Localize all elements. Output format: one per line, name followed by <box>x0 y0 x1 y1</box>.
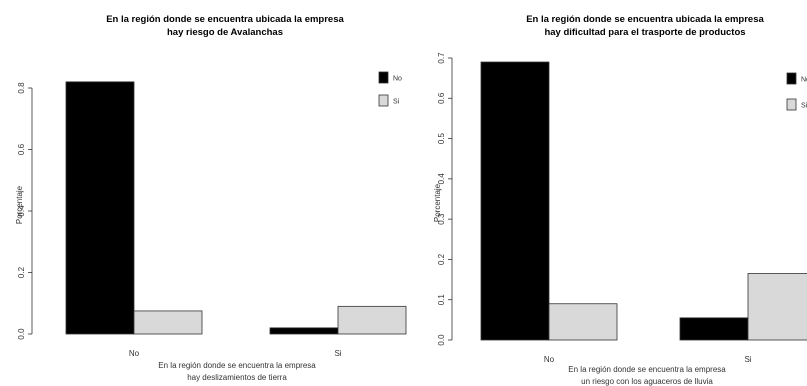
y-tick-label: 0.4 <box>17 205 26 217</box>
chart-1-ylabel: Porcentaje <box>15 185 24 224</box>
chart-1-subtitle: hay riesgo de Avalanchas <box>167 27 283 38</box>
bar-si-no <box>269 327 339 335</box>
x-tick-label: No <box>129 349 140 358</box>
bar-si-no <box>679 317 749 341</box>
y-tick-label: 0.0 <box>437 334 446 346</box>
legend-swatch <box>378 71 389 84</box>
bar-no-si <box>133 310 203 335</box>
chart-1: En la región donde se encuentra ubicada … <box>15 14 407 382</box>
bar-no-no <box>65 81 135 335</box>
bar-no-si <box>548 303 618 341</box>
legend-label: Si <box>801 103 807 110</box>
chart-1-xlabel: En la región donde se encuentra la empre… <box>158 361 316 370</box>
bar-si-si <box>747 273 807 341</box>
legend-swatch <box>786 98 797 111</box>
y-tick-label: 0.6 <box>437 92 446 104</box>
chart-2-ylabel: Porcentaje <box>433 183 442 222</box>
y-tick-label: 0.6 <box>17 143 26 155</box>
chart-1-title: En la región donde se encuentra ubicada … <box>106 14 344 25</box>
x-tick-label: No <box>544 355 555 364</box>
x-tick-label: Si <box>334 349 341 358</box>
chart-2: En la región donde se encuentra ubicada … <box>433 14 807 386</box>
y-tick-label: 0.7 <box>437 52 446 64</box>
y-tick-label: 0.5 <box>437 132 446 144</box>
chart-2-xlabel-2: un riesgo con los aguaceros de lluvia <box>581 377 713 386</box>
legend-label: No <box>393 76 402 83</box>
chart-2-subtitle: hay dificultad para el trasporte de prod… <box>544 27 745 38</box>
y-tick-label: 0.2 <box>437 253 446 265</box>
y-tick-label: 0.4 <box>437 173 446 185</box>
legend-label: Si <box>393 99 400 106</box>
legend-label: No <box>801 77 807 84</box>
chart-1-xlabel-2: hay deslizamientos de tierra <box>187 373 287 382</box>
y-tick-label: 0.3 <box>437 213 446 225</box>
y-tick-label: 0.8 <box>17 82 26 94</box>
y-tick-label: 0.2 <box>17 266 26 278</box>
legend-swatch <box>786 72 797 85</box>
y-tick-label: 0.1 <box>437 294 446 306</box>
bar-si-si <box>337 305 407 335</box>
legend-swatch <box>378 94 389 107</box>
x-tick-label: Si <box>744 355 751 364</box>
bar-no-no <box>480 61 550 341</box>
chart-2-title: En la región donde se encuentra ubicada … <box>526 14 764 25</box>
chart-2-xlabel: En la región donde se encuentra la empre… <box>568 365 726 374</box>
y-tick-label: 0.0 <box>17 328 26 340</box>
